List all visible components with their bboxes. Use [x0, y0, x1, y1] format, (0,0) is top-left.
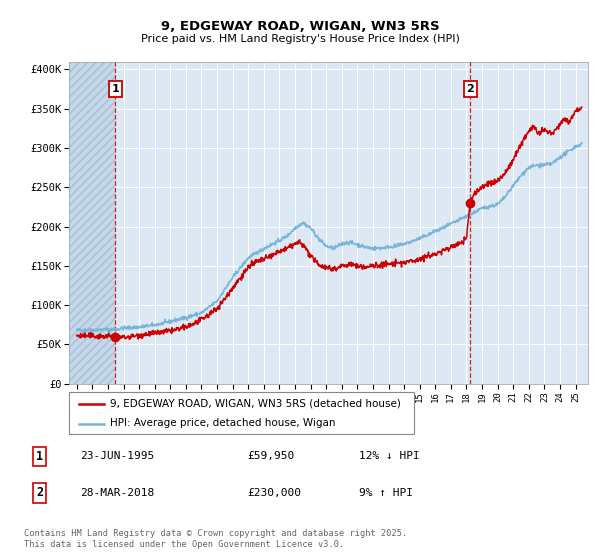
- Text: 2: 2: [466, 84, 474, 94]
- Text: 23-JUN-1995: 23-JUN-1995: [80, 451, 154, 461]
- Text: Contains HM Land Registry data © Crown copyright and database right 2025.
This d: Contains HM Land Registry data © Crown c…: [24, 529, 407, 549]
- Text: Price paid vs. HM Land Registry's House Price Index (HPI): Price paid vs. HM Land Registry's House …: [140, 34, 460, 44]
- Text: 9, EDGEWAY ROAD, WIGAN, WN3 5RS (detached house): 9, EDGEWAY ROAD, WIGAN, WN3 5RS (detache…: [110, 399, 401, 409]
- Bar: [69, 62, 115, 384]
- Text: 12% ↓ HPI: 12% ↓ HPI: [359, 451, 419, 461]
- Text: HPI: Average price, detached house, Wigan: HPI: Average price, detached house, Wiga…: [110, 418, 336, 428]
- Text: 9% ↑ HPI: 9% ↑ HPI: [359, 488, 413, 498]
- Text: 2: 2: [36, 486, 43, 500]
- Text: £230,000: £230,000: [247, 488, 301, 498]
- Text: 9, EDGEWAY ROAD, WIGAN, WN3 5RS: 9, EDGEWAY ROAD, WIGAN, WN3 5RS: [161, 20, 439, 32]
- Text: £59,950: £59,950: [247, 451, 295, 461]
- Text: 28-MAR-2018: 28-MAR-2018: [80, 488, 154, 498]
- Text: 1: 1: [112, 84, 119, 94]
- Text: 1: 1: [36, 450, 43, 463]
